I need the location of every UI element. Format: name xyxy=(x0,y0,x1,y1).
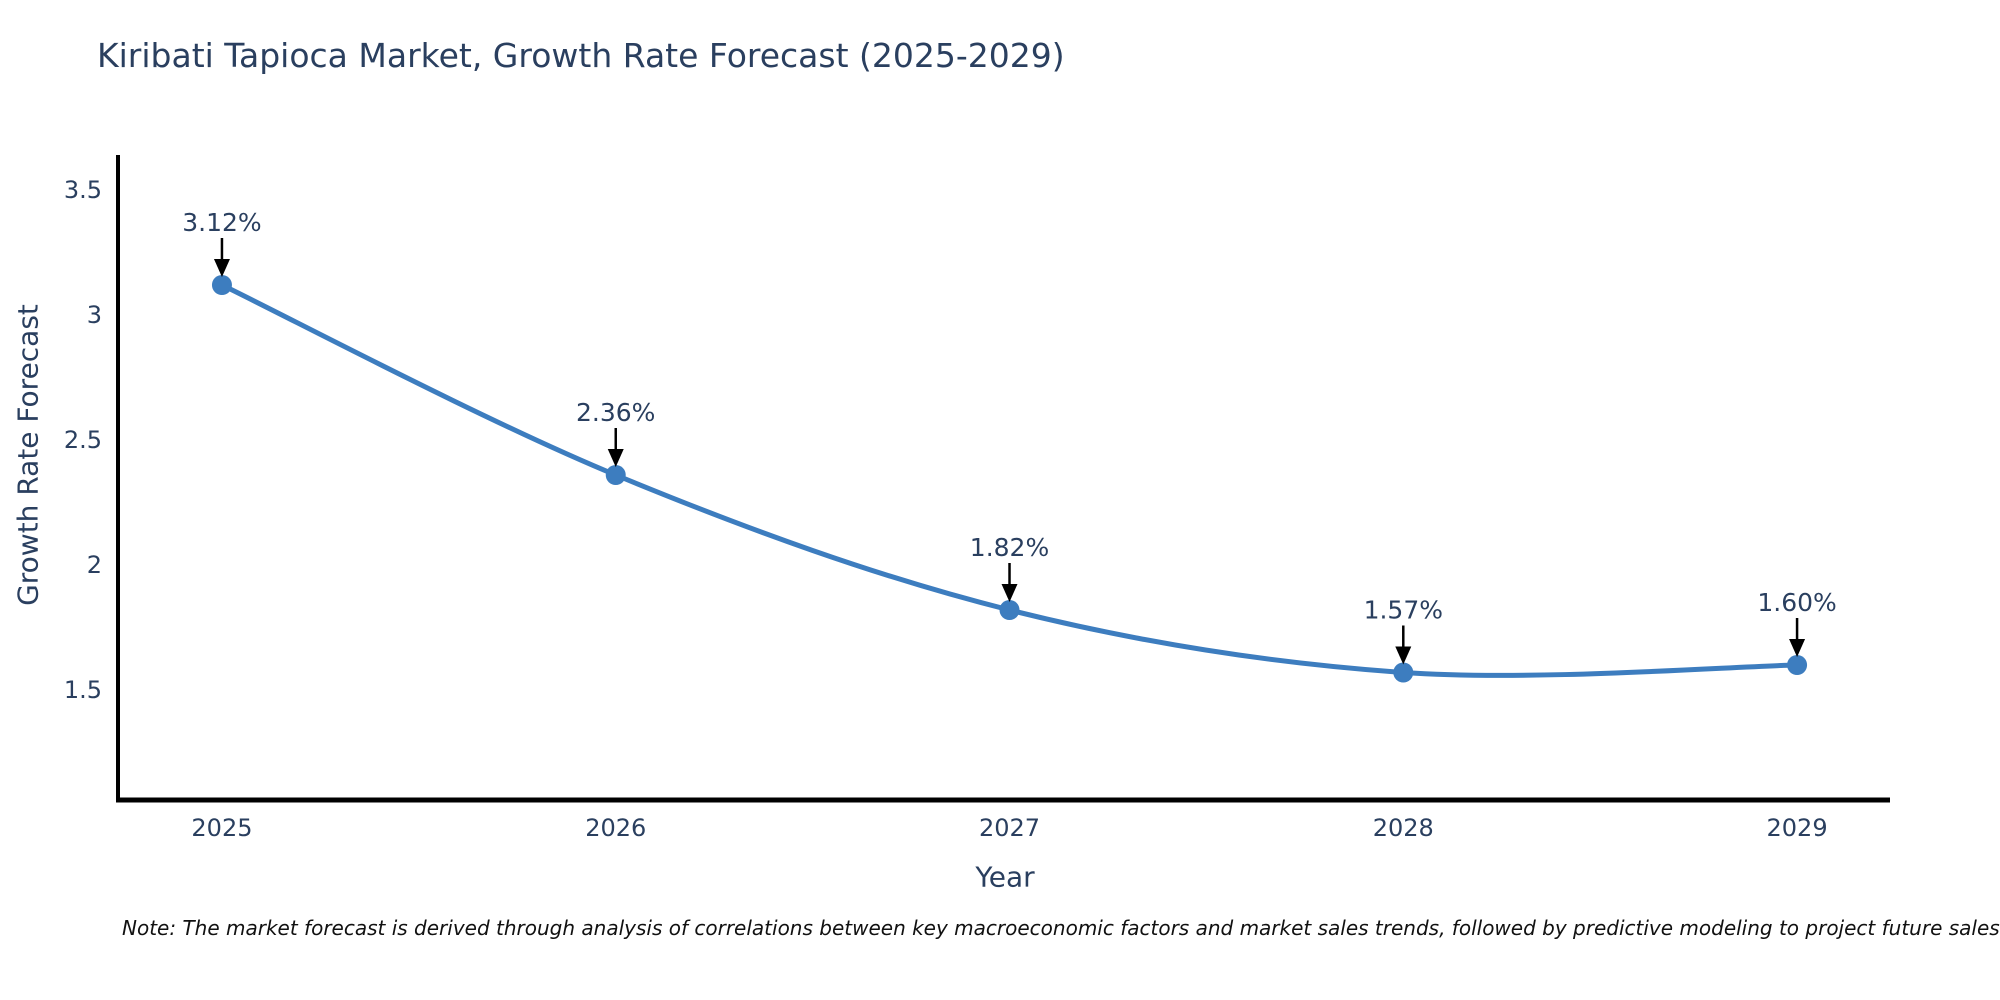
x-tick-label: 2025 xyxy=(191,814,252,842)
y-tick-label: 3 xyxy=(87,301,102,329)
footnote: Note: The market forecast is derived thr… xyxy=(122,916,2000,940)
point-value-label: 1.57% xyxy=(1364,596,1443,625)
point-value-label: 2.36% xyxy=(576,398,655,427)
data-point-marker xyxy=(605,465,626,485)
annotation-arrowhead-icon xyxy=(213,259,230,277)
x-axis-title: Year xyxy=(975,860,1035,894)
y-tick-label: 3.5 xyxy=(64,176,102,204)
y-tick-label: 1.5 xyxy=(64,676,102,704)
x-tick-label: 2029 xyxy=(1767,814,1828,842)
annotation-arrowhead-icon xyxy=(1395,646,1412,665)
annotation-arrowhead-icon xyxy=(607,449,624,467)
data-point-marker xyxy=(211,275,232,295)
point-value-label: 3.12% xyxy=(182,208,261,237)
data-point-marker xyxy=(1393,662,1414,683)
x-tick-label: 2026 xyxy=(585,814,646,842)
annotation-arrowhead-icon xyxy=(1789,639,1806,657)
point-value-label: 1.82% xyxy=(970,533,1049,562)
x-tick-label: 2027 xyxy=(979,814,1040,842)
x-tick-label: 2028 xyxy=(1373,814,1434,842)
y-tick-label: 2.5 xyxy=(64,426,102,454)
y-tick-label: 2 xyxy=(87,551,102,579)
data-point-marker xyxy=(1787,655,1808,675)
annotation-arrowhead-icon xyxy=(1001,584,1018,602)
chart-title: Kiribati Tapioca Market, Growth Rate For… xyxy=(97,36,1065,75)
point-value-label: 1.60% xyxy=(1757,588,1836,617)
data-point-marker xyxy=(999,600,1020,620)
